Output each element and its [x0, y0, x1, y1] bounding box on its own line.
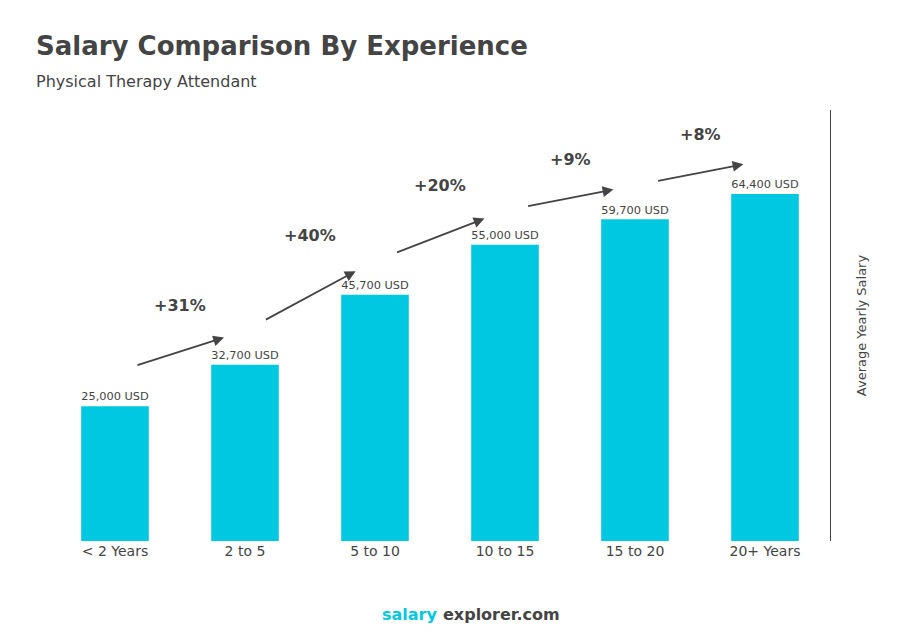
svg-text:Salary Comparison By Experienc: Salary Comparison By Experience	[36, 31, 528, 61]
svg-text:< 2 Years: < 2 Years	[82, 543, 148, 559]
svg-text:2 to 5: 2 to 5	[225, 543, 266, 559]
svg-text:+40%: +40%	[284, 226, 336, 245]
svg-text:55,000 USD: 55,000 USD	[471, 228, 539, 242]
svg-text:salary: salary	[382, 605, 437, 624]
svg-text:+31%: +31%	[154, 296, 206, 315]
svg-text:20+ Years: 20+ Years	[730, 543, 801, 559]
svg-text:5 to 10: 5 to 10	[350, 543, 400, 559]
svg-text:15 to 20: 15 to 20	[606, 543, 665, 559]
svg-text:Physical Therapy Attendant: Physical Therapy Attendant	[36, 72, 257, 91]
svg-text:+20%: +20%	[414, 176, 466, 195]
svg-text:59,700 USD: 59,700 USD	[601, 203, 669, 217]
svg-text:10 to 15: 10 to 15	[476, 543, 535, 559]
svg-text:25,000 USD: 25,000 USD	[81, 389, 149, 403]
svg-text:+8%: +8%	[680, 125, 721, 144]
svg-text:64,400 USD: 64,400 USD	[731, 177, 799, 191]
svg-text:45,700 USD: 45,700 USD	[341, 278, 409, 292]
svg-text:+9%: +9%	[550, 150, 591, 169]
svg-text:32,700 USD: 32,700 USD	[211, 348, 279, 362]
svg-text:Average Yearly Salary: Average Yearly Salary	[854, 255, 869, 397]
svg-text:explorer.com: explorer.com	[443, 605, 560, 624]
